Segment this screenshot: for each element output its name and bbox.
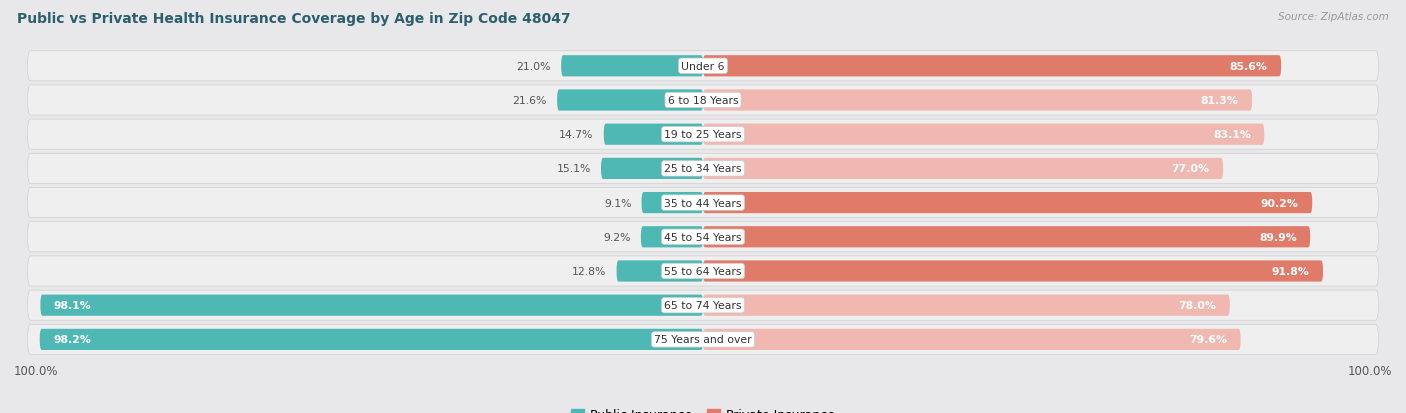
Legend: Public Insurance, Private Insurance: Public Insurance, Private Insurance xyxy=(567,404,839,413)
FancyBboxPatch shape xyxy=(703,159,1223,180)
Text: 21.0%: 21.0% xyxy=(516,62,551,71)
Text: 98.1%: 98.1% xyxy=(53,300,91,311)
FancyBboxPatch shape xyxy=(28,52,1378,82)
Text: 78.0%: 78.0% xyxy=(1178,300,1216,311)
Text: 83.1%: 83.1% xyxy=(1213,130,1251,140)
Text: 100.0%: 100.0% xyxy=(1347,364,1392,377)
Text: 25 to 34 Years: 25 to 34 Years xyxy=(664,164,742,174)
FancyBboxPatch shape xyxy=(28,222,1378,252)
FancyBboxPatch shape xyxy=(39,329,703,350)
Text: 14.7%: 14.7% xyxy=(560,130,593,140)
Text: 21.6%: 21.6% xyxy=(513,96,547,106)
FancyBboxPatch shape xyxy=(641,227,703,248)
FancyBboxPatch shape xyxy=(41,295,703,316)
Text: 98.2%: 98.2% xyxy=(53,335,91,344)
Text: 15.1%: 15.1% xyxy=(557,164,591,174)
FancyBboxPatch shape xyxy=(28,154,1378,184)
FancyBboxPatch shape xyxy=(703,192,1312,214)
FancyBboxPatch shape xyxy=(557,90,703,112)
Text: 19 to 25 Years: 19 to 25 Years xyxy=(664,130,742,140)
Text: Under 6: Under 6 xyxy=(682,62,724,71)
FancyBboxPatch shape xyxy=(28,256,1378,286)
FancyBboxPatch shape xyxy=(703,261,1323,282)
FancyBboxPatch shape xyxy=(603,124,703,145)
Text: 91.8%: 91.8% xyxy=(1272,266,1309,276)
FancyBboxPatch shape xyxy=(703,56,1281,77)
Text: 65 to 74 Years: 65 to 74 Years xyxy=(664,300,742,311)
FancyBboxPatch shape xyxy=(703,295,1230,316)
Text: Source: ZipAtlas.com: Source: ZipAtlas.com xyxy=(1278,12,1389,22)
Text: Public vs Private Health Insurance Coverage by Age in Zip Code 48047: Public vs Private Health Insurance Cover… xyxy=(17,12,571,26)
Text: 90.2%: 90.2% xyxy=(1261,198,1299,208)
Text: 81.3%: 81.3% xyxy=(1201,96,1239,106)
Text: 12.8%: 12.8% xyxy=(572,266,606,276)
Text: 45 to 54 Years: 45 to 54 Years xyxy=(664,232,742,242)
FancyBboxPatch shape xyxy=(28,188,1378,218)
Text: 100.0%: 100.0% xyxy=(14,364,59,377)
FancyBboxPatch shape xyxy=(561,56,703,77)
Text: 89.9%: 89.9% xyxy=(1258,232,1296,242)
FancyBboxPatch shape xyxy=(617,261,703,282)
Text: 6 to 18 Years: 6 to 18 Years xyxy=(668,96,738,106)
FancyBboxPatch shape xyxy=(703,124,1264,145)
FancyBboxPatch shape xyxy=(28,86,1378,116)
FancyBboxPatch shape xyxy=(28,325,1378,355)
FancyBboxPatch shape xyxy=(641,192,703,214)
Text: 75 Years and over: 75 Years and over xyxy=(654,335,752,344)
Text: 85.6%: 85.6% xyxy=(1230,62,1268,71)
Text: 9.1%: 9.1% xyxy=(605,198,631,208)
FancyBboxPatch shape xyxy=(28,120,1378,150)
Text: 55 to 64 Years: 55 to 64 Years xyxy=(664,266,742,276)
Text: 79.6%: 79.6% xyxy=(1189,335,1227,344)
FancyBboxPatch shape xyxy=(703,90,1253,112)
Text: 77.0%: 77.0% xyxy=(1171,164,1209,174)
FancyBboxPatch shape xyxy=(703,227,1310,248)
FancyBboxPatch shape xyxy=(28,290,1378,320)
Text: 35 to 44 Years: 35 to 44 Years xyxy=(664,198,742,208)
Text: 9.2%: 9.2% xyxy=(603,232,631,242)
FancyBboxPatch shape xyxy=(600,159,703,180)
FancyBboxPatch shape xyxy=(703,329,1240,350)
